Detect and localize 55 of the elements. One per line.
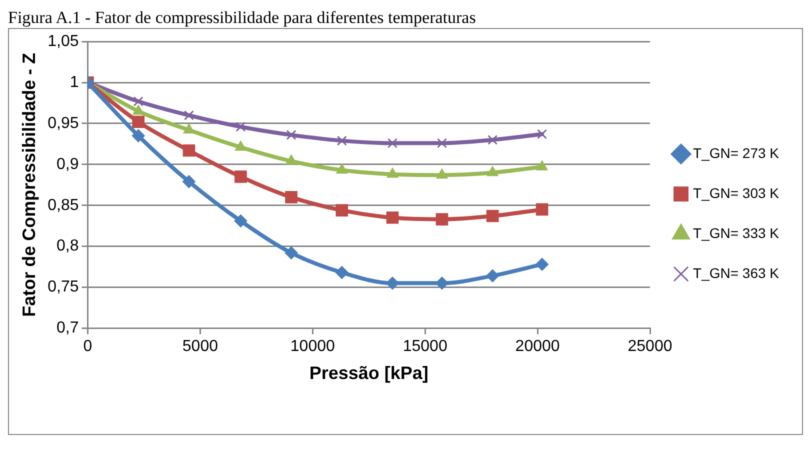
point bbox=[182, 175, 196, 188]
point bbox=[236, 122, 246, 132]
point bbox=[286, 154, 297, 165]
x-tick-label: 15000 bbox=[402, 338, 448, 356]
point bbox=[436, 213, 448, 226]
x-axis-title: Pressão [kPa] bbox=[309, 363, 428, 384]
point bbox=[335, 266, 348, 280]
y-tick-label: 1 bbox=[70, 74, 79, 91]
point bbox=[388, 138, 398, 148]
point bbox=[436, 138, 447, 148]
point bbox=[336, 164, 348, 174]
legend-label: T_GN= 333 K bbox=[693, 224, 780, 241]
point bbox=[537, 129, 548, 140]
x-tick-label: 0 bbox=[83, 338, 92, 356]
point bbox=[234, 214, 248, 228]
point bbox=[488, 134, 498, 145]
point bbox=[386, 212, 399, 224]
legend-label: T_GN= 303 K bbox=[693, 184, 780, 201]
point bbox=[132, 129, 145, 142]
x-tick-label: 25000 bbox=[628, 338, 672, 356]
y-tick-label: 0,95 bbox=[48, 114, 79, 132]
point bbox=[336, 204, 348, 216]
y-tick-label: 0,7 bbox=[56, 320, 79, 337]
point bbox=[336, 136, 347, 146]
point bbox=[285, 191, 298, 204]
legend-label: T_GN= 363 K bbox=[693, 264, 780, 281]
y-tick-label: 1,05 bbox=[48, 33, 79, 50]
y-axis-title: Fator de Compressibilidade - Z bbox=[18, 52, 39, 317]
point bbox=[536, 203, 548, 216]
point bbox=[133, 96, 144, 106]
point bbox=[286, 130, 296, 140]
point bbox=[132, 116, 144, 128]
point bbox=[184, 110, 194, 120]
point bbox=[436, 168, 448, 179]
point bbox=[536, 258, 549, 271]
point bbox=[536, 160, 548, 170]
chart-title: Figura A.1 - Fator de compressibilidade para diferentes temperaturas bbox=[8, 8, 477, 28]
legend-label: T_GN= 273 K bbox=[693, 144, 780, 161]
y-tick-label: 0,75 bbox=[48, 278, 79, 296]
y-tick-label: 0,9 bbox=[56, 156, 79, 173]
point bbox=[234, 140, 246, 151]
point bbox=[234, 170, 247, 183]
point bbox=[486, 210, 499, 222]
point bbox=[435, 276, 448, 290]
x-tick-label: 10000 bbox=[290, 338, 335, 356]
point bbox=[182, 144, 196, 157]
point bbox=[486, 166, 498, 176]
point bbox=[284, 246, 298, 260]
point bbox=[386, 168, 398, 178]
x-tick-label: 20000 bbox=[515, 338, 560, 356]
point bbox=[386, 276, 399, 290]
y-tick-label: 0,8 bbox=[56, 238, 79, 255]
y-tick-label: 0,85 bbox=[48, 196, 79, 214]
point bbox=[486, 269, 500, 282]
x-tick-label: 5000 bbox=[182, 338, 218, 356]
